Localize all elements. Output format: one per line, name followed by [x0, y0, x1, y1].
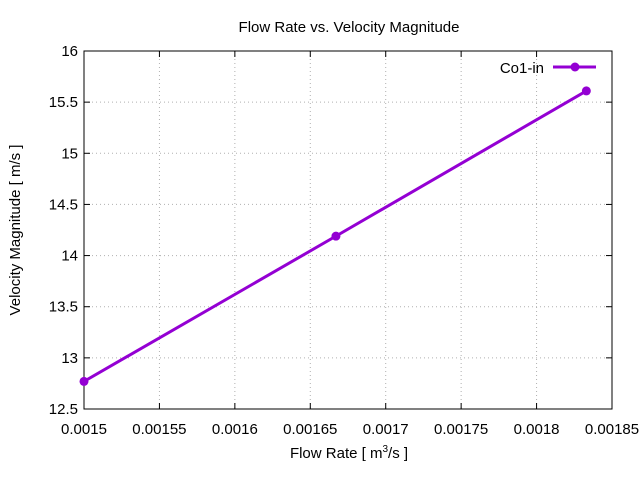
x-tick-label: 0.00165 — [283, 421, 337, 438]
chart-title: Flow Rate vs. Velocity Magnitude — [239, 19, 460, 36]
y-tick-label: 15 — [61, 145, 78, 162]
x-axis-label: Flow Rate [ m3/s ] — [290, 444, 408, 462]
x-axis-label-pre: Flow Rate [ m — [290, 445, 383, 462]
data-point — [79, 376, 89, 386]
x-axis-label-post: /s ] — [388, 445, 408, 462]
x-tick-label: 0.00175 — [434, 421, 488, 438]
grid — [84, 51, 612, 409]
x-tick-label: 0.0018 — [514, 421, 560, 438]
y-axis-label: Velocity Magnitude [ m/s ] — [7, 145, 24, 316]
data-point — [581, 86, 591, 96]
y-tick-label: 16 — [61, 43, 78, 60]
y-tick-label: 13 — [61, 350, 78, 367]
y-tick-label: 15.5 — [49, 94, 78, 111]
x-tick-label: 0.0017 — [363, 421, 409, 438]
x-axis-label-sup: 3 — [382, 444, 388, 455]
plot-frame — [83, 50, 613, 410]
y-tick-label: 13.5 — [49, 299, 78, 316]
y-tick-label: 12.5 — [49, 401, 78, 418]
legend-label: Co1-in — [500, 60, 544, 77]
y-tick-label: 14 — [61, 248, 78, 265]
series-layer — [79, 86, 591, 386]
legend-marker — [570, 62, 580, 72]
x-tick-label: 0.0016 — [212, 421, 258, 438]
data-point — [331, 231, 341, 241]
legend: Co1-in — [500, 60, 596, 77]
y-tick-label: 14.5 — [49, 196, 78, 213]
axis-ticks: 0.0015 0.00155 0.0016 0.00165 0.0017 0.00175 0… — [49, 43, 639, 438]
x-tick-label: 0.00185 — [585, 421, 639, 438]
x-tick-label: 0.00155 — [132, 421, 186, 438]
x-tick-label: 0.0015 — [61, 421, 107, 438]
